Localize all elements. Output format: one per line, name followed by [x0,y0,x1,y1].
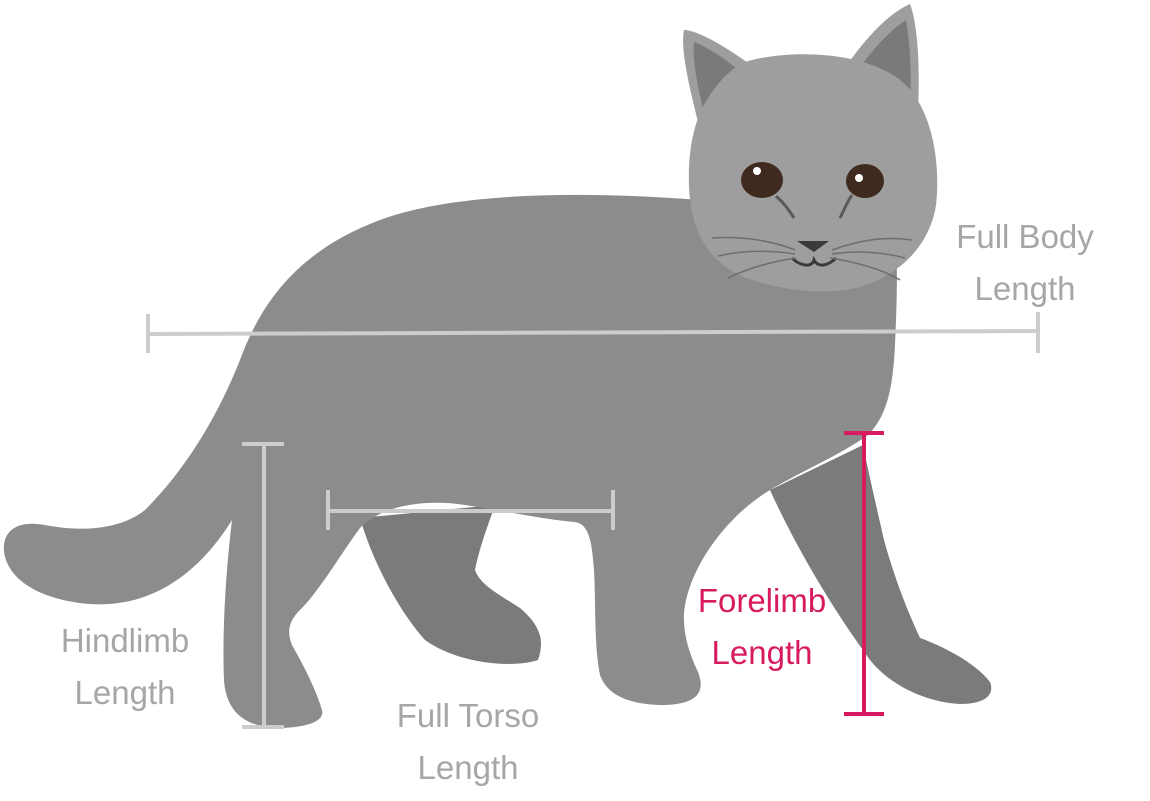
right-eye [846,164,884,198]
far-hind-leg [360,505,541,664]
full-body-label-line1: Full Body [956,218,1094,255]
hindlimb-label-line1: Hindlimb [60,622,190,659]
forelimb-length-measure [844,431,884,716]
full-body-length-label: Full Body Length [940,211,1110,315]
mouth [790,255,838,267]
hindlimb-length-measure [242,442,284,729]
left-eye [741,162,783,198]
hindlimb-label-line2: Length [74,674,176,711]
left-eye-marking [774,194,796,219]
right-eye-glint [855,174,863,182]
full-torso-label-line1: Full Torso [396,697,540,734]
full-torso-length-label: Full Torso Length [378,690,558,794]
left-eye-glint [753,167,761,175]
forelimb-length-label: Forelimb Length [686,575,838,679]
full-body-label-line2: Length [974,270,1076,307]
cat-body [3,194,897,728]
far-front-leg [770,445,992,704]
cat-head [688,54,938,292]
full-body-length-measure [146,312,1040,353]
whiskers [711,236,913,281]
forelimb-label-line2: Length [711,634,813,671]
forelimb-label-line1: Forelimb [697,582,827,619]
right-eye-marking [838,194,854,219]
full-torso-label-line2: Length [417,749,519,786]
full-torso-length-measure [326,490,615,530]
hindlimb-length-label: Hindlimb Length [45,615,205,719]
nose [797,241,829,252]
